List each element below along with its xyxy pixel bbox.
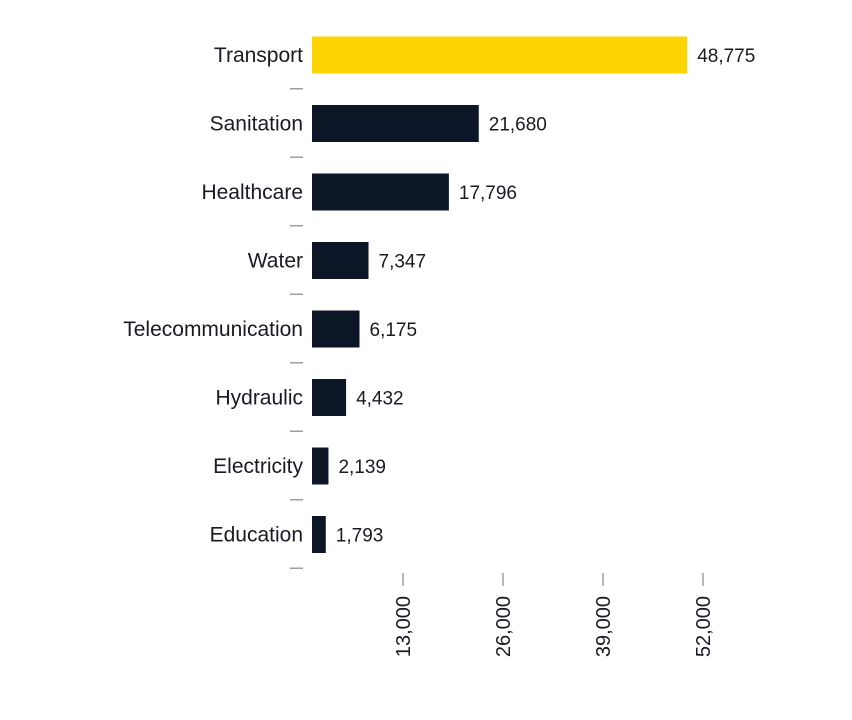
x-tick-label: 13,000: [393, 596, 415, 657]
category-label-hydraulic: Hydraulic: [215, 387, 303, 410]
category-label-electricity: Electricity: [213, 455, 303, 478]
bar-water: [312, 242, 369, 279]
category-label-transport: Transport: [214, 44, 303, 67]
value-label-sanitation: 21,680: [489, 115, 547, 136]
x-tick-label: 39,000: [593, 596, 615, 657]
category-label-water: Water: [248, 250, 303, 273]
bar-hydraulic: [312, 379, 347, 416]
x-tick-label: 52,000: [693, 596, 715, 657]
value-label-healthcare: 17,796: [459, 183, 517, 204]
category-label-sanitation: Sanitation: [210, 113, 303, 136]
bar-sanitation: [312, 105, 479, 142]
value-labels-group: 48,775 21,680 17,796 7,347 6,175 4,432 2,139 1,…: [336, 46, 756, 547]
x-tick-label: 26,000: [493, 596, 515, 657]
value-label-telecommunication: 6,175: [370, 320, 418, 341]
x-axis-group: 13,000 26,000 39,000 52,000: [393, 573, 715, 657]
bar-healthcare: [312, 173, 449, 211]
bars-group: [312, 36, 688, 553]
bar-transport: [312, 36, 688, 74]
value-label-hydraulic: 4,432: [356, 389, 404, 410]
bar-telecommunication: [312, 310, 360, 348]
category-label-telecommunication: Telecommunication: [123, 318, 303, 341]
value-label-water: 7,347: [379, 252, 427, 273]
bar-education: [312, 516, 326, 553]
y-separator-ticks-group: [290, 88, 303, 569]
category-label-education: Education: [210, 524, 303, 547]
category-label-healthcare: Healthcare: [201, 181, 303, 204]
value-label-electricity: 2,139: [338, 457, 386, 478]
bar-electricity: [312, 447, 329, 485]
value-label-transport: 48,775: [697, 46, 755, 67]
category-labels-group: Transport Sanitation Healthcare Water Teleco…: [123, 44, 303, 547]
value-label-education: 1,793: [336, 526, 384, 547]
